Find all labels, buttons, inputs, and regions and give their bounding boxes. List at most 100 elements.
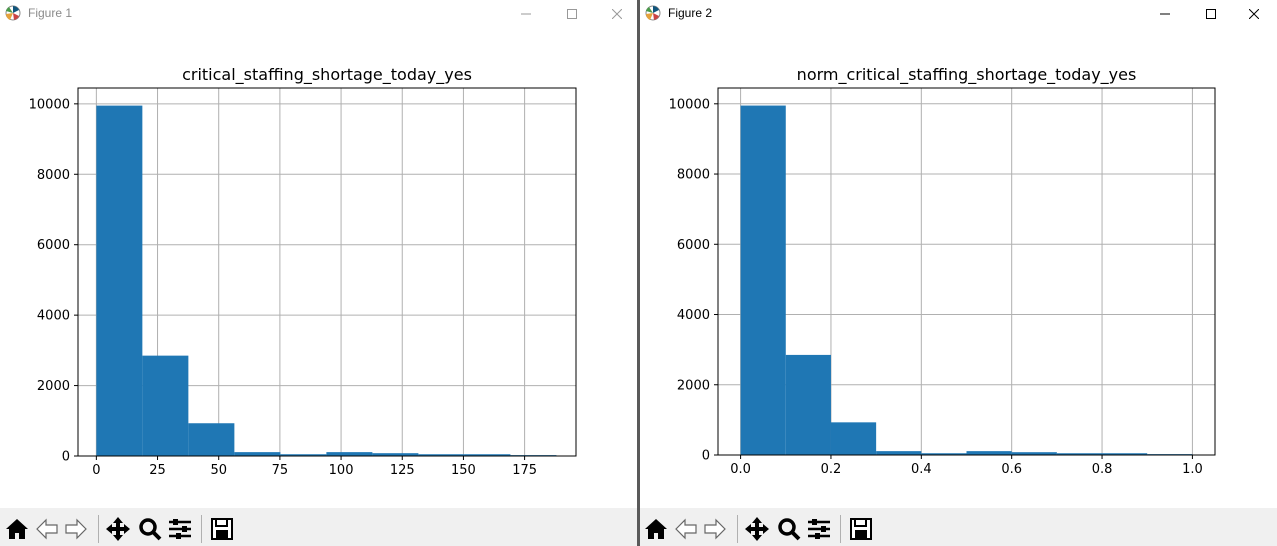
histogram-bar (96, 105, 143, 456)
histogram-chart[interactable]: norm_critical_staffing_shortage_today_ye… (640, 28, 1277, 508)
x-tick-label: 175 (512, 463, 537, 478)
x-tick-label: 0 (92, 463, 100, 478)
toolbar-separator (98, 515, 99, 543)
toolbar-separator (201, 515, 202, 543)
home-button[interactable] (3, 515, 31, 543)
window-title: Figure 2 (668, 6, 713, 20)
chart-title: critical_staffing_shortage_today_yes (182, 65, 472, 85)
pan-button[interactable] (104, 515, 132, 543)
x-tick-label: 0.8 (1092, 462, 1113, 477)
home-icon (645, 519, 667, 539)
histogram-bar (966, 451, 1012, 455)
histogram-bar (1011, 452, 1057, 455)
back-button[interactable] (33, 515, 61, 543)
y-tick-label: 0 (62, 450, 70, 465)
zoom-button[interactable] (136, 515, 164, 543)
x-tick-label: 0.6 (1001, 462, 1022, 477)
zoom-icon (139, 518, 162, 541)
histogram-bar (1056, 453, 1103, 455)
toolbar-separator (737, 515, 738, 543)
y-tick-label: 2000 (37, 379, 70, 394)
configure-subplots-icon (808, 519, 830, 539)
y-tick-label: 4000 (677, 308, 710, 323)
histogram-bar (372, 453, 419, 456)
axes-frame (77, 87, 577, 457)
histogram-bar (418, 454, 465, 456)
x-tick-label: 0.0 (730, 462, 751, 477)
home-button[interactable] (642, 515, 670, 543)
zoom-icon (778, 518, 801, 541)
y-tick-label: 4000 (37, 309, 70, 324)
x-tick-label: 25 (149, 463, 166, 478)
titlebar[interactable]: Figure 2 (640, 0, 1277, 28)
histogram-bar (830, 422, 877, 455)
figure-1-window: Figure 1 critical_staffing_shortage_toda… (0, 0, 637, 546)
home-icon (6, 519, 28, 539)
histogram-bar (188, 423, 235, 456)
histogram-bar (876, 451, 922, 455)
forward-arrow-icon (65, 518, 87, 540)
minimize-button[interactable] (503, 0, 549, 28)
y-tick-label: 8000 (677, 168, 710, 183)
save-icon (211, 518, 233, 540)
maximize-icon (1206, 9, 1216, 19)
histogram-bar (785, 354, 831, 455)
histogram-bar (280, 454, 327, 456)
histogram-bar (234, 452, 281, 456)
histogram-chart[interactable]: critical_staffing_shortage_today_yes 0 25 5… (0, 28, 637, 508)
back-arrow-icon (36, 518, 58, 540)
back-button[interactable] (672, 515, 700, 543)
save-icon (850, 518, 872, 540)
y-tick-label: 0 (702, 449, 710, 464)
zoom-button[interactable] (775, 515, 803, 543)
x-tick-label: 50 (210, 463, 227, 478)
pan-button[interactable] (743, 515, 771, 543)
histogram-bar (464, 454, 511, 456)
x-tick-label: 150 (451, 463, 476, 478)
close-icon (1249, 9, 1259, 19)
minimize-icon (521, 13, 531, 15)
x-tick-label: 0.4 (911, 462, 932, 477)
minimize-button[interactable] (1142, 0, 1188, 28)
maximize-button[interactable] (549, 0, 595, 28)
back-arrow-icon (675, 518, 697, 540)
y-tick-label: 6000 (677, 238, 710, 253)
forward-button[interactable] (62, 515, 90, 543)
matplotlib-logo-icon (5, 5, 21, 21)
histogram-bar (142, 355, 189, 456)
histogram-bar (326, 452, 373, 456)
histogram-bar (921, 453, 967, 455)
forward-arrow-icon (704, 518, 726, 540)
close-button[interactable] (594, 0, 637, 28)
save-button[interactable] (847, 515, 875, 543)
minimize-icon (1160, 13, 1170, 15)
chart-title: norm_critical_staffing_shortage_today_ye… (797, 65, 1137, 85)
navigation-toolbar (640, 508, 1277, 546)
window-title: Figure 1 (28, 6, 73, 20)
matplotlib-logo-icon (645, 5, 661, 21)
x-tick-label: 75 (272, 463, 289, 478)
pan-icon (745, 517, 769, 541)
configure-subplots-button[interactable] (166, 515, 194, 543)
close-button[interactable] (1231, 0, 1277, 28)
histogram-bar (740, 105, 786, 455)
x-tick-label: 1.0 (1182, 462, 1203, 477)
x-tick-label: 100 (329, 463, 354, 478)
save-button[interactable] (208, 515, 236, 543)
forward-button[interactable] (701, 515, 729, 543)
y-tick-label: 10000 (669, 97, 710, 112)
maximize-button[interactable] (1188, 0, 1234, 28)
x-tick-label: 0.2 (821, 462, 842, 477)
pan-icon (106, 517, 130, 541)
configure-subplots-button[interactable] (805, 515, 833, 543)
window-divider (637, 0, 640, 546)
configure-subplots-icon (169, 519, 191, 539)
histogram-bar (1102, 453, 1148, 455)
navigation-toolbar (0, 508, 637, 546)
axes-frame (717, 87, 1216, 456)
x-tick-label: 125 (390, 463, 415, 478)
titlebar[interactable]: Figure 1 (0, 0, 637, 28)
maximize-icon (567, 9, 577, 19)
close-icon (612, 9, 622, 19)
y-tick-label: 6000 (37, 238, 70, 253)
